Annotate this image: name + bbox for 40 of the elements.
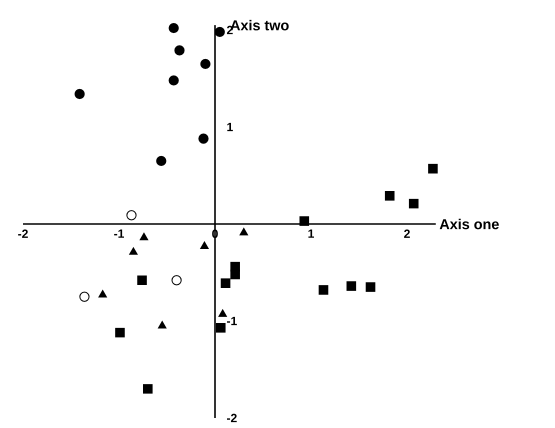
x-axis-title: Axis one	[440, 218, 499, 230]
point	[318, 285, 328, 295]
point	[174, 45, 185, 56]
point	[156, 156, 166, 166]
point	[115, 328, 125, 338]
point	[129, 247, 138, 255]
point	[384, 191, 395, 201]
point	[74, 88, 85, 100]
point	[168, 75, 179, 86]
point	[98, 290, 107, 298]
point	[428, 164, 438, 174]
point	[214, 26, 225, 38]
point	[346, 281, 356, 291]
y-tick-label: 1	[227, 122, 233, 132]
point	[137, 275, 147, 286]
point	[240, 228, 248, 236]
point	[366, 282, 376, 292]
point	[158, 321, 166, 328]
x-tick-label: -2	[18, 230, 28, 238]
point	[79, 292, 90, 302]
x-tick-label: -1	[114, 230, 124, 238]
point	[140, 232, 148, 240]
x-tick-label: 2	[404, 230, 410, 238]
y-tick-label: -1	[227, 316, 237, 326]
point	[172, 275, 182, 286]
point	[220, 278, 230, 288]
point	[299, 216, 310, 226]
x-tick-label: 1	[308, 230, 314, 238]
point	[408, 198, 419, 208]
point	[200, 241, 209, 249]
y-axis-title: Axis two	[230, 20, 289, 30]
y-tick-label: -2	[227, 414, 237, 422]
point	[230, 270, 240, 280]
point	[218, 309, 227, 317]
point	[200, 58, 211, 70]
point	[143, 384, 153, 394]
point	[168, 22, 179, 34]
point	[216, 322, 226, 333]
point	[126, 210, 137, 220]
point	[198, 134, 209, 144]
